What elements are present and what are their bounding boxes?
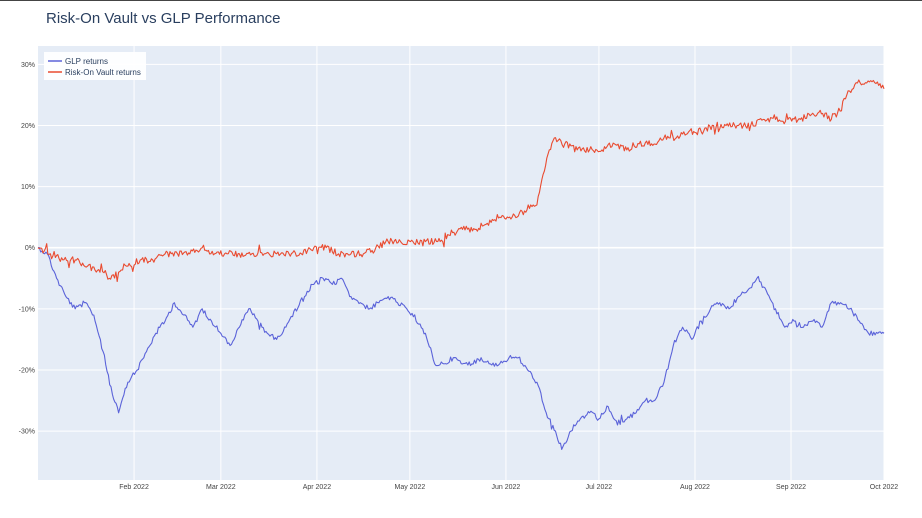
x-tick-label: May 2022: [394, 484, 425, 491]
y-tick-label: -20%: [19, 367, 35, 374]
legend: GLP returns Risk-On Vault returns: [44, 52, 146, 80]
x-tick-label: Sep 2022: [776, 484, 806, 491]
legend-label-glp: GLP returns: [65, 57, 108, 66]
series-line-risk-on-vault-returns: [37, 79, 885, 283]
legend-box: [44, 52, 146, 80]
y-tick-label: -30%: [19, 429, 35, 436]
y-tick-label: 10%: [21, 184, 35, 191]
x-tick-label: Aug 2022: [680, 484, 710, 491]
top-border: [0, 0, 922, 1]
series-line-glp-returns: [37, 247, 885, 450]
x-tick-label: Feb 2022: [119, 484, 149, 491]
x-tick-label: Apr 2022: [303, 484, 332, 491]
gridlines: [38, 46, 885, 480]
y-tick-label: 20%: [21, 123, 35, 130]
legend-label-risk-on-vault: Risk-On Vault returns: [65, 68, 141, 77]
y-tick-label: 0%: [25, 245, 35, 252]
x-axis: Feb 2022 Mar 2022 Apr 2022 May 2022 Jun 2022…: [119, 484, 898, 491]
y-tick-label: -10%: [19, 306, 35, 313]
x-tick-label: Jul 2022: [586, 484, 613, 491]
chart-title: Risk-On Vault vs GLP Performance: [46, 10, 281, 27]
x-tick-label: Jun 2022: [492, 484, 521, 491]
x-tick-label: Mar 2022: [206, 484, 236, 491]
series-lines: [37, 79, 885, 450]
plot-area: [38, 46, 884, 480]
y-tick-label: 30%: [21, 62, 35, 69]
x-tick-label: Oct 2022: [870, 484, 899, 491]
y-axis: 30% 20% 10% 0% -10% -20% -30%: [19, 62, 35, 436]
